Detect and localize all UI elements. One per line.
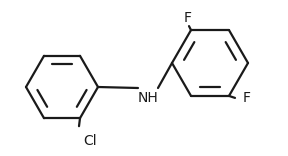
Text: NH: NH [138,91,158,105]
Text: Cl: Cl [83,134,97,148]
Text: F: F [184,11,192,25]
Text: F: F [243,91,251,105]
